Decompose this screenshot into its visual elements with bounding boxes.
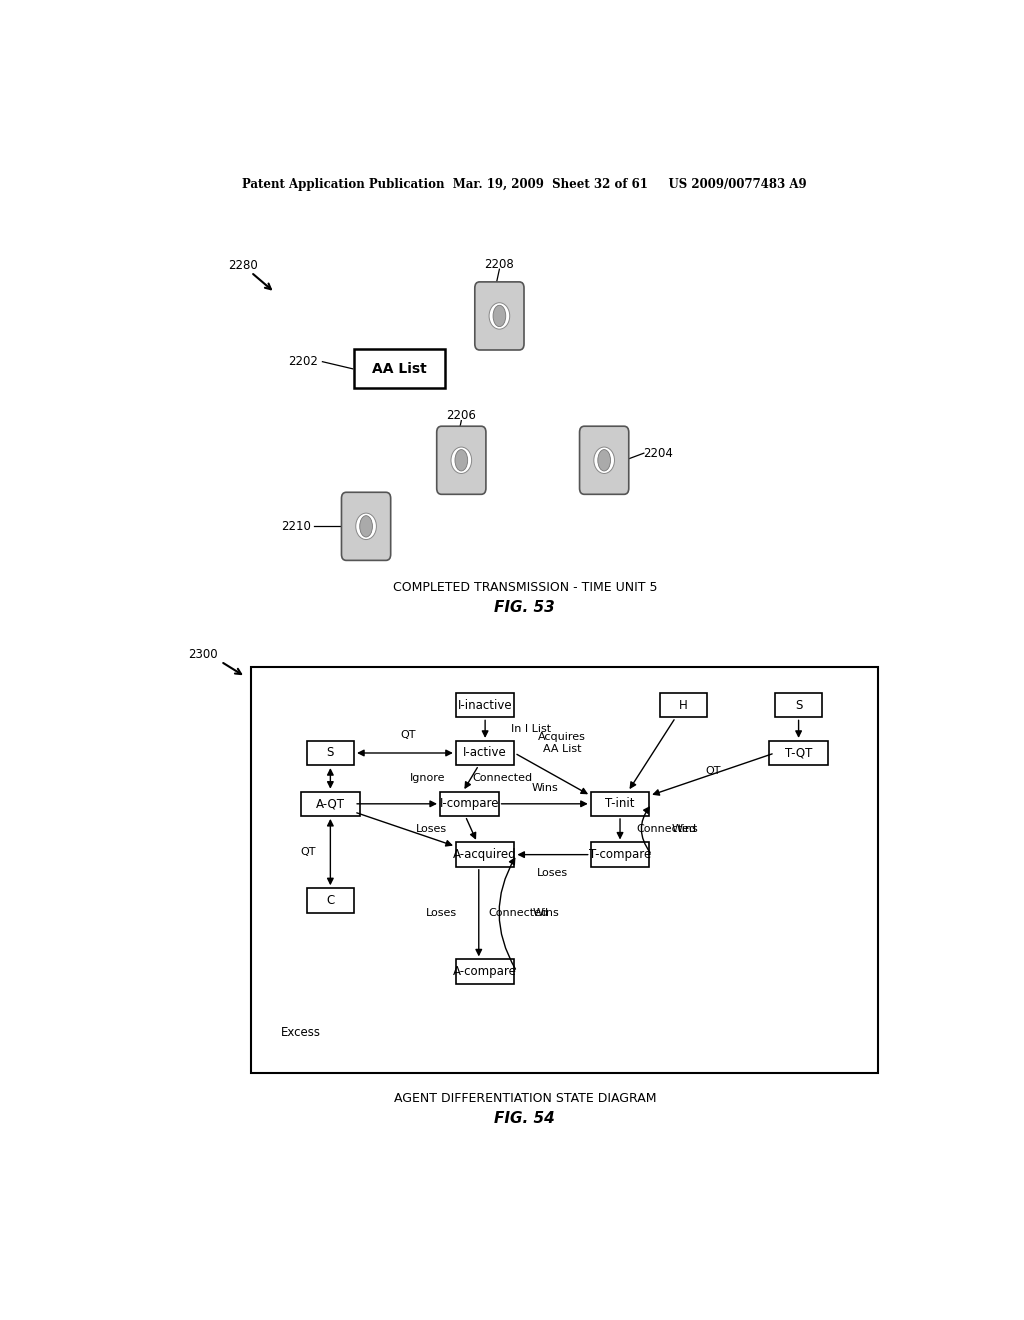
Bar <box>591 842 649 867</box>
Circle shape <box>594 447 614 474</box>
Text: 2202: 2202 <box>288 355 317 368</box>
Text: I-compare: I-compare <box>439 797 499 810</box>
Ellipse shape <box>455 450 468 471</box>
Text: I-inactive: I-inactive <box>458 698 512 711</box>
Bar <box>769 741 828 766</box>
Text: 2206: 2206 <box>446 409 476 422</box>
Text: Loses: Loses <box>537 869 568 878</box>
Bar <box>306 888 354 912</box>
Text: T-compare: T-compare <box>589 849 651 861</box>
Circle shape <box>355 513 377 540</box>
Text: A-QT: A-QT <box>315 797 345 810</box>
Text: Loses: Loses <box>426 908 457 919</box>
Text: 2210: 2210 <box>282 520 311 533</box>
Text: Loses: Loses <box>416 824 446 834</box>
Text: 2208: 2208 <box>484 257 514 271</box>
Text: COMPLETED TRANSMISSION - TIME UNIT 5: COMPLETED TRANSMISSION - TIME UNIT 5 <box>392 581 657 594</box>
Ellipse shape <box>598 450 610 471</box>
Bar <box>591 792 649 816</box>
Bar <box>456 741 514 766</box>
Text: FIG. 53: FIG. 53 <box>495 601 555 615</box>
Ellipse shape <box>359 516 373 537</box>
Text: Excess: Excess <box>281 1026 321 1039</box>
Ellipse shape <box>494 305 506 326</box>
Text: AA List: AA List <box>373 362 427 376</box>
Text: A-compare: A-compare <box>454 965 517 978</box>
Bar <box>456 693 514 718</box>
Circle shape <box>489 302 510 329</box>
Bar <box>659 693 708 718</box>
Text: S: S <box>327 747 334 759</box>
Bar <box>306 741 354 766</box>
Text: H: H <box>679 698 688 711</box>
Text: Connected: Connected <box>488 908 549 919</box>
Bar <box>456 960 514 983</box>
FancyBboxPatch shape <box>341 492 391 561</box>
FancyBboxPatch shape <box>580 426 629 494</box>
Text: FIG. 54: FIG. 54 <box>495 1111 555 1126</box>
Text: Patent Application Publication  Mar. 19, 2009  Sheet 32 of 61     US 2009/007748: Patent Application Publication Mar. 19, … <box>243 178 807 191</box>
Text: AGENT DIFFERENTIATION STATE DIAGRAM: AGENT DIFFERENTIATION STATE DIAGRAM <box>393 1092 656 1105</box>
Text: Wins: Wins <box>532 908 559 919</box>
Text: QT: QT <box>300 847 315 857</box>
Bar <box>440 792 499 816</box>
Circle shape <box>451 447 472 474</box>
Text: 2300: 2300 <box>188 648 218 661</box>
Text: Wins: Wins <box>672 824 698 834</box>
Text: A-acquired: A-acquired <box>454 849 517 861</box>
Text: Connected: Connected <box>636 824 696 834</box>
Text: QT: QT <box>400 730 416 739</box>
Bar <box>456 842 514 867</box>
Text: S: S <box>795 698 802 711</box>
Text: Connected: Connected <box>472 774 532 783</box>
FancyBboxPatch shape <box>475 282 524 350</box>
Text: QT: QT <box>706 767 721 776</box>
Text: Ignore: Ignore <box>411 774 445 783</box>
Text: Acquires
AA List: Acquires AA List <box>539 733 586 754</box>
Bar <box>354 350 445 388</box>
Text: T-init: T-init <box>605 797 635 810</box>
Text: 2280: 2280 <box>228 259 258 272</box>
Text: In I List: In I List <box>511 725 551 734</box>
Text: I-active: I-active <box>463 747 507 759</box>
Text: 2204: 2204 <box>643 446 673 459</box>
Text: Wins: Wins <box>531 783 558 792</box>
Text: T-QT: T-QT <box>785 747 812 759</box>
FancyBboxPatch shape <box>436 426 486 494</box>
Bar <box>301 792 359 816</box>
Bar <box>775 693 822 718</box>
Bar <box>251 667 878 1073</box>
Text: C: C <box>327 894 335 907</box>
